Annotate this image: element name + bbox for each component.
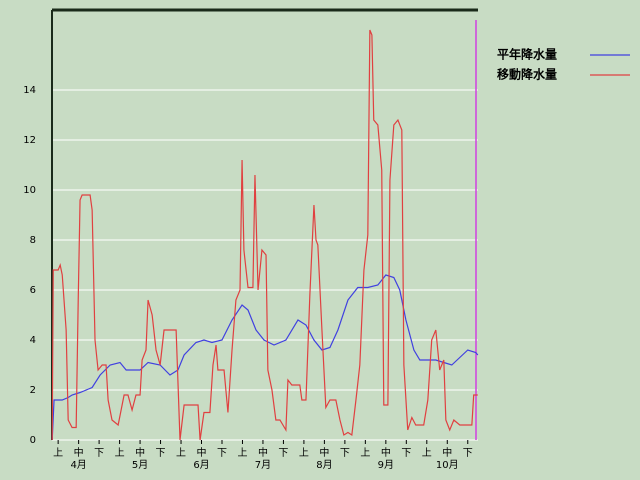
- month-label: 4月: [70, 459, 86, 471]
- month-label: 6月: [193, 459, 209, 471]
- month-label: 9月: [378, 459, 394, 471]
- y-tick-label: 10: [23, 185, 36, 196]
- x-tick-label: 中: [319, 446, 329, 459]
- x-tick-label: 下: [401, 448, 411, 459]
- y-tick-label: 12: [23, 135, 36, 146]
- x-tick-label: 中: [258, 446, 268, 459]
- x-tick-label: 下: [217, 448, 227, 459]
- legend-label: 平年降水量: [497, 47, 557, 62]
- x-tick-label: 下: [278, 448, 288, 459]
- x-tick-label: 中: [74, 446, 84, 459]
- x-tick-label: 中: [442, 446, 452, 459]
- x-tick-label: 下: [94, 448, 104, 459]
- series-line: [51, 29, 478, 441]
- x-tick-label: 中: [197, 446, 207, 459]
- series-line: [51, 274, 479, 441]
- month-label: 8月: [316, 459, 332, 471]
- x-tick-label: 下: [340, 448, 350, 459]
- x-tick-label: 下: [463, 448, 473, 459]
- y-tick-label: 2: [30, 385, 36, 396]
- x-tick-label: 上: [422, 447, 432, 459]
- x-tick-label: 下: [156, 448, 166, 459]
- legend-label: 移動降水量: [497, 67, 557, 82]
- x-tick-label: 中: [135, 446, 145, 459]
- month-label: 5月: [132, 459, 148, 471]
- x-tick-label: 上: [237, 447, 247, 459]
- x-tick-label: 上: [299, 447, 309, 459]
- x-tick-label: 上: [176, 447, 186, 459]
- x-tick-label: 中: [381, 446, 391, 459]
- x-tick-label: 上: [115, 447, 125, 459]
- x-tick-label: 上: [360, 447, 370, 459]
- y-tick-label: 0: [30, 435, 36, 446]
- y-tick-label: 8: [30, 235, 36, 246]
- month-label: 7月: [255, 459, 271, 471]
- y-tick-label: 4: [30, 335, 36, 346]
- y-tick-label: 14: [23, 85, 36, 96]
- x-tick-label: 上: [53, 447, 63, 459]
- y-tick-label: 6: [30, 285, 36, 296]
- month-label: 10月: [436, 459, 459, 471]
